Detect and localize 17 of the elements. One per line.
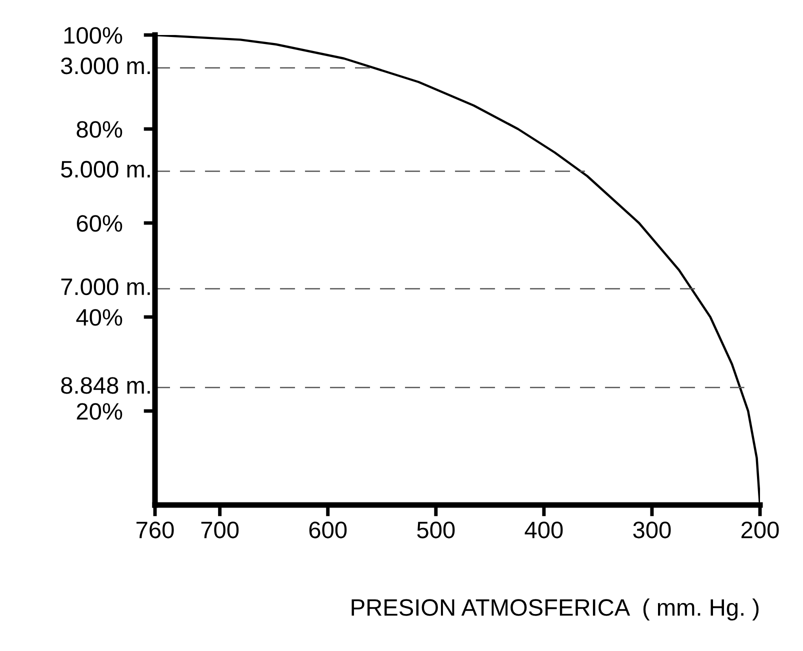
x-tick-label: 600: [309, 522, 347, 538]
y-tick-label: 20%: [76, 403, 122, 420]
ref-line-label: 7.000 m.: [61, 278, 150, 296]
x-tick-label: 500: [417, 522, 455, 538]
ref-line-label: 3.000 m.: [61, 58, 150, 74]
x-tick-label: 300: [633, 522, 671, 538]
x-tick-label: 760: [136, 522, 174, 538]
x-tick-label: 400: [524, 522, 563, 538]
ref-line-label: 8.848 m.: [61, 377, 150, 394]
y-tick-label: 40%: [76, 309, 122, 326]
x-tick-label: 700: [201, 522, 239, 538]
y-tick-label: 100%: [64, 27, 122, 44]
y-tick-label: 80%: [76, 121, 122, 138]
x-axis-title: PRESION ATMOSFERICA ( mm. Hg. ): [352, 598, 759, 621]
x-tick-label: 200: [741, 522, 779, 538]
y-tick-label: 60%: [76, 215, 122, 232]
ref-line-label: 5.000 m.: [61, 160, 150, 178]
